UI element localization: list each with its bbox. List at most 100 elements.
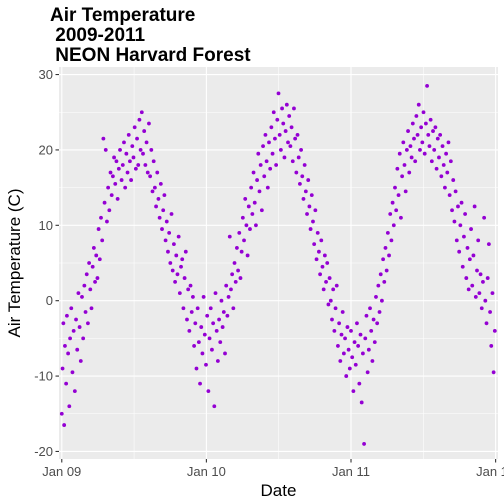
data-point [450,208,454,213]
data-point [321,287,326,292]
y-tick-label: -10 [34,369,53,384]
data-point [179,264,183,269]
data-point [131,155,136,160]
data-point [394,208,399,213]
data-point [68,336,72,341]
data-point [397,151,402,156]
data-point [88,287,93,292]
data-point [261,144,265,149]
data-point [315,230,320,235]
data-point [101,136,106,141]
data-point [403,189,408,194]
data-point [352,340,357,345]
data-point [136,163,141,167]
data-point [113,181,118,186]
data-point [233,279,238,284]
data-point [351,389,356,394]
data-point [333,306,338,311]
data-point [89,306,94,311]
data-point [459,200,464,205]
data-point [454,238,459,243]
data-point [320,264,325,269]
data-point [108,170,113,175]
data-point [366,347,371,352]
data-point [224,283,229,288]
data-point [384,268,389,273]
data-point [465,246,470,250]
data-point [112,155,116,160]
data-point [211,321,216,326]
data-point [438,132,443,137]
data-point [81,336,86,341]
data-point [441,163,446,167]
data-point [385,230,390,235]
data-point [182,276,187,280]
data-point [375,321,380,326]
data-point [120,163,125,167]
data-point [235,246,239,250]
data-point [388,212,393,216]
chart-title-line-1: Air Temperature [50,5,195,26]
data-point [349,328,353,333]
data-point [83,310,88,314]
data-point [175,272,180,277]
data-point [181,306,186,311]
data-point [314,257,319,262]
data-point [275,117,280,122]
data-point [332,328,337,333]
data-point [199,325,204,329]
data-point [287,114,292,118]
data-point [170,268,175,273]
data-point [433,125,438,130]
data-point [273,136,277,141]
data-point [289,125,294,130]
data-point [139,110,144,115]
data-point [195,306,200,311]
data-point [483,298,488,303]
data-point [63,344,67,348]
data-point [446,140,451,145]
data-point [128,159,132,164]
data-point [431,129,435,133]
data-point [231,306,236,311]
data-point [192,344,197,348]
data-point [244,223,249,228]
y-tick-label: 30 [39,67,53,82]
data-point [173,279,177,284]
data-point [161,208,166,213]
data-point [133,166,138,171]
data-point [206,389,211,394]
data-point [381,257,385,262]
data-point [404,148,409,152]
data-point [204,362,208,367]
data-point [163,238,168,243]
data-point [301,197,306,201]
data-point [479,306,484,311]
data-point [77,325,82,329]
data-point [263,132,268,137]
data-point [469,227,473,231]
data-point [453,189,458,194]
data-point [76,291,81,296]
data-point [299,148,303,152]
data-point [363,336,368,341]
data-point [143,163,148,167]
data-point [62,423,67,427]
data-point [60,366,65,371]
data-point [290,159,295,164]
data-point [402,163,407,167]
data-point [250,212,255,216]
data-point [432,148,437,152]
data-point [317,249,321,254]
data-point [343,336,347,341]
data-point [148,174,153,179]
data-point [174,253,179,258]
data-point [427,144,432,149]
data-point [355,321,359,326]
data-point [144,140,149,145]
data-point [265,185,270,190]
data-point [270,151,275,156]
data-point [267,140,271,145]
data-point [243,197,248,201]
data-point [245,253,250,258]
